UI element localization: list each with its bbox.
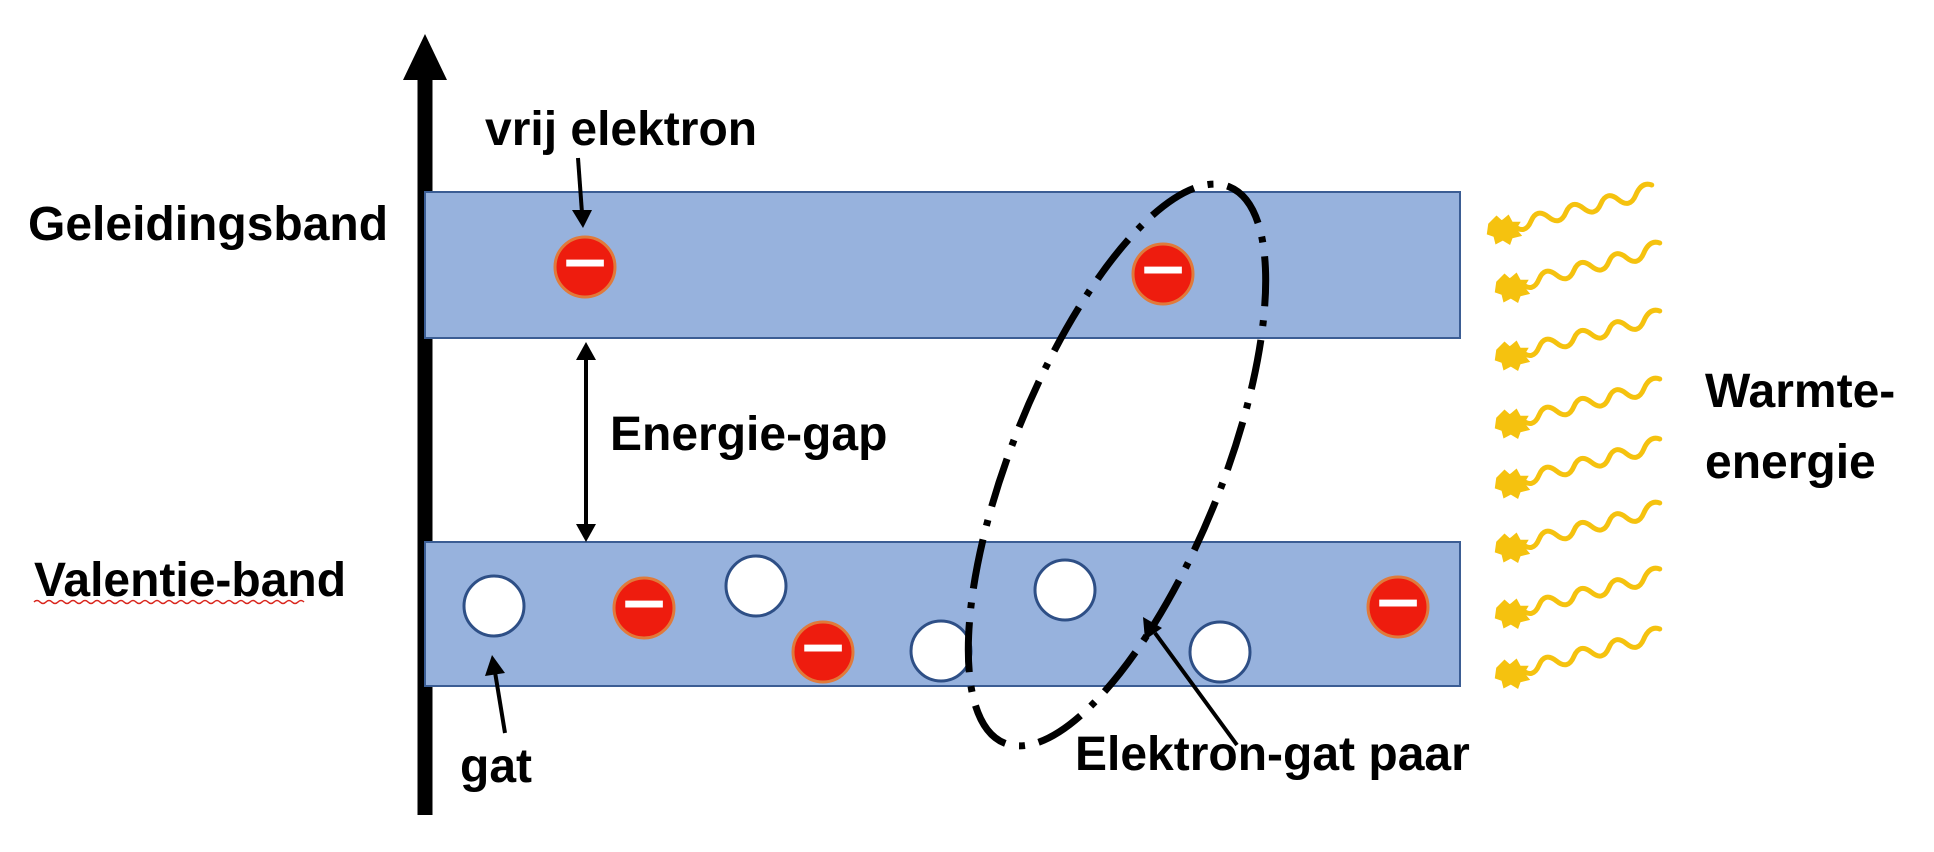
heat-wave-icon xyxy=(1491,303,1666,376)
hole-label: gat xyxy=(460,740,532,793)
free-electron-label: vrij elektron xyxy=(485,103,757,156)
electron-hole-pair-arrow xyxy=(1143,617,1239,747)
electron: − xyxy=(1366,567,1430,639)
valence-band-label: Valentie-band xyxy=(34,554,346,607)
heat-wave-icon xyxy=(1491,495,1666,568)
heat-waves xyxy=(1483,177,1666,694)
electron: − xyxy=(553,227,617,299)
heat-wave-icon xyxy=(1491,561,1666,634)
free-electron-arrow xyxy=(572,157,592,228)
heat-wave-icon xyxy=(1483,177,1658,250)
minus-icon: − xyxy=(619,568,669,638)
electron: − xyxy=(791,612,855,684)
minus-icon: − xyxy=(560,227,610,297)
energy-gap-arrow xyxy=(576,342,596,542)
electron-hole-pair-label: Elektron-gat paar xyxy=(1075,728,1470,781)
hole xyxy=(462,574,526,638)
energy-gap-label: Energie-gap xyxy=(610,408,887,461)
minus-icon: − xyxy=(1373,567,1423,637)
hole xyxy=(1188,620,1252,684)
hole xyxy=(1033,558,1097,622)
heat-wave-icon xyxy=(1491,621,1666,694)
minus-icon: − xyxy=(1138,234,1188,304)
heat-wave-icon xyxy=(1491,235,1666,308)
minus-icon: − xyxy=(798,612,848,682)
electron-hole-pair-ellipse xyxy=(964,180,1270,750)
electron: − xyxy=(1131,234,1195,306)
conduction-band-label: Geleidingsband xyxy=(28,198,388,251)
energy-axis xyxy=(403,34,447,815)
heat-energy-label-line2: energie xyxy=(1705,436,1876,489)
hole xyxy=(724,554,788,618)
heat-energy-label-line1: Warmte- xyxy=(1705,365,1895,418)
heat-wave-icon xyxy=(1491,431,1666,504)
hole xyxy=(909,619,973,683)
hole-arrow xyxy=(485,655,507,734)
heat-wave-icon xyxy=(1491,371,1666,444)
spellcheck-underline xyxy=(33,599,305,605)
electron: − xyxy=(612,568,676,640)
axis-arrowhead-icon xyxy=(403,34,447,80)
